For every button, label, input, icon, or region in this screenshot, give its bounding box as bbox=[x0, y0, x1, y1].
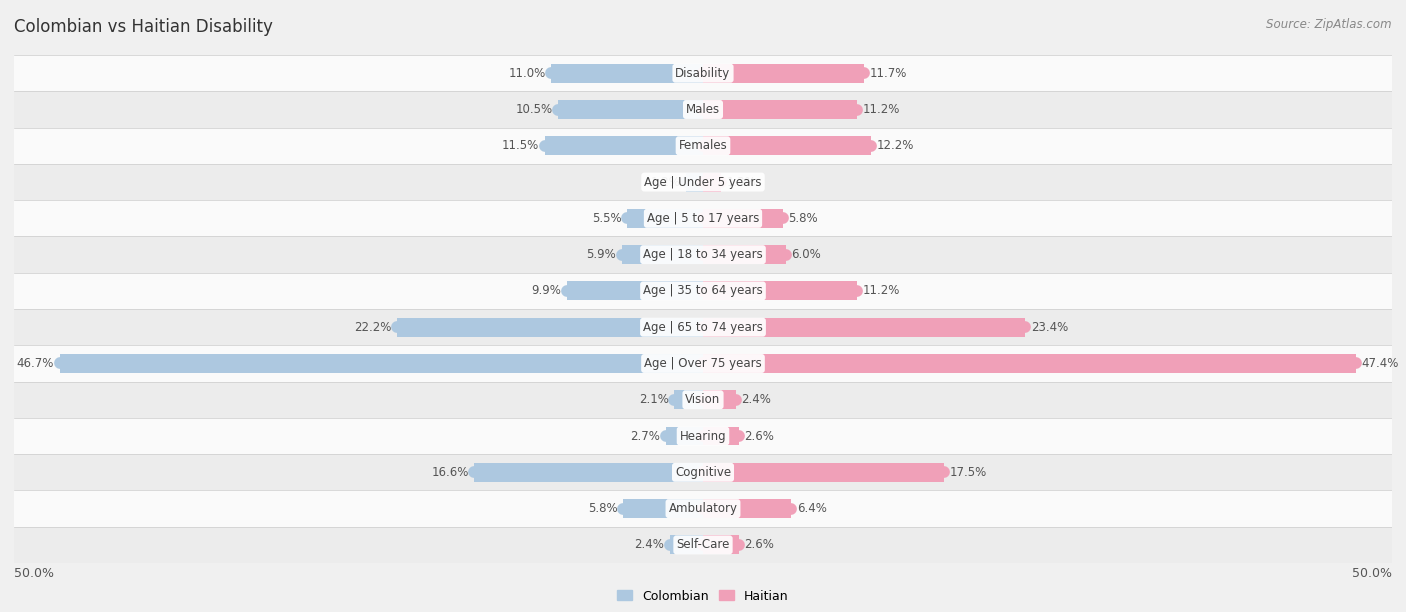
Text: 12.2%: 12.2% bbox=[876, 140, 914, 152]
Text: Females: Females bbox=[679, 140, 727, 152]
Bar bbox=[59, 354, 703, 373]
Bar bbox=[14, 527, 1392, 563]
Bar bbox=[14, 164, 1392, 200]
Text: 2.7%: 2.7% bbox=[630, 430, 661, 442]
Bar bbox=[703, 136, 872, 155]
Text: Colombian vs Haitian Disability: Colombian vs Haitian Disability bbox=[14, 18, 273, 36]
Bar bbox=[666, 427, 703, 446]
Text: 11.5%: 11.5% bbox=[502, 140, 538, 152]
Text: 50.0%: 50.0% bbox=[14, 567, 53, 580]
Text: 9.9%: 9.9% bbox=[531, 285, 561, 297]
Text: 6.4%: 6.4% bbox=[797, 502, 827, 515]
Bar bbox=[703, 245, 786, 264]
Bar bbox=[703, 100, 858, 119]
Text: 1.3%: 1.3% bbox=[727, 176, 756, 188]
Text: 11.2%: 11.2% bbox=[863, 103, 900, 116]
Bar bbox=[673, 390, 703, 409]
Bar bbox=[551, 64, 703, 83]
Text: Hearing: Hearing bbox=[679, 430, 727, 442]
Text: Age | 35 to 64 years: Age | 35 to 64 years bbox=[643, 285, 763, 297]
Text: 1.2%: 1.2% bbox=[651, 176, 681, 188]
Bar bbox=[14, 309, 1392, 345]
Text: Cognitive: Cognitive bbox=[675, 466, 731, 479]
Text: 5.9%: 5.9% bbox=[586, 248, 616, 261]
Text: 50.0%: 50.0% bbox=[1353, 567, 1392, 580]
Bar bbox=[558, 100, 703, 119]
Bar bbox=[14, 91, 1392, 128]
Bar bbox=[14, 345, 1392, 382]
Text: 11.7%: 11.7% bbox=[870, 67, 907, 80]
Text: 23.4%: 23.4% bbox=[1031, 321, 1069, 334]
Bar bbox=[567, 282, 703, 300]
Text: 17.5%: 17.5% bbox=[949, 466, 987, 479]
Text: Self-Care: Self-Care bbox=[676, 539, 730, 551]
Text: 2.6%: 2.6% bbox=[744, 430, 775, 442]
Bar bbox=[621, 245, 703, 264]
Bar bbox=[703, 536, 738, 554]
Text: 11.2%: 11.2% bbox=[863, 285, 900, 297]
Bar bbox=[703, 318, 1025, 337]
Bar bbox=[396, 318, 703, 337]
Legend: Colombian, Haitian: Colombian, Haitian bbox=[613, 584, 793, 608]
Text: 10.5%: 10.5% bbox=[516, 103, 553, 116]
Text: Age | Over 75 years: Age | Over 75 years bbox=[644, 357, 762, 370]
Bar bbox=[703, 282, 858, 300]
Text: 22.2%: 22.2% bbox=[354, 321, 392, 334]
Text: Source: ZipAtlas.com: Source: ZipAtlas.com bbox=[1267, 18, 1392, 31]
Bar bbox=[14, 236, 1392, 273]
Text: Vision: Vision bbox=[685, 394, 721, 406]
Bar bbox=[14, 200, 1392, 236]
Text: 11.0%: 11.0% bbox=[509, 67, 546, 80]
Text: Age | Under 5 years: Age | Under 5 years bbox=[644, 176, 762, 188]
Bar bbox=[544, 136, 703, 155]
Bar bbox=[703, 390, 737, 409]
Text: 46.7%: 46.7% bbox=[17, 357, 53, 370]
Bar bbox=[14, 128, 1392, 164]
Bar bbox=[703, 209, 783, 228]
Text: Disability: Disability bbox=[675, 67, 731, 80]
Bar bbox=[14, 490, 1392, 527]
Bar bbox=[14, 55, 1392, 91]
Text: 2.4%: 2.4% bbox=[741, 394, 772, 406]
Text: 2.1%: 2.1% bbox=[638, 394, 669, 406]
Text: 16.6%: 16.6% bbox=[432, 466, 468, 479]
Bar bbox=[703, 427, 738, 446]
Text: 5.8%: 5.8% bbox=[588, 502, 617, 515]
Text: 2.6%: 2.6% bbox=[744, 539, 775, 551]
Text: Age | 65 to 74 years: Age | 65 to 74 years bbox=[643, 321, 763, 334]
Text: Ambulatory: Ambulatory bbox=[668, 502, 738, 515]
Bar bbox=[623, 499, 703, 518]
Bar bbox=[703, 64, 865, 83]
Text: Males: Males bbox=[686, 103, 720, 116]
Bar bbox=[703, 354, 1357, 373]
Text: 5.8%: 5.8% bbox=[789, 212, 818, 225]
Bar bbox=[14, 454, 1392, 490]
Bar bbox=[14, 382, 1392, 418]
Text: 2.4%: 2.4% bbox=[634, 539, 665, 551]
Bar bbox=[703, 173, 721, 192]
Text: Age | 5 to 17 years: Age | 5 to 17 years bbox=[647, 212, 759, 225]
Bar bbox=[703, 463, 945, 482]
Text: 5.5%: 5.5% bbox=[592, 212, 621, 225]
Bar bbox=[703, 499, 792, 518]
Bar bbox=[14, 418, 1392, 454]
Text: 6.0%: 6.0% bbox=[792, 248, 821, 261]
Bar bbox=[627, 209, 703, 228]
Bar bbox=[686, 173, 703, 192]
Bar bbox=[669, 536, 703, 554]
Text: Age | 18 to 34 years: Age | 18 to 34 years bbox=[643, 248, 763, 261]
Bar bbox=[14, 273, 1392, 309]
Bar bbox=[474, 463, 703, 482]
Text: 47.4%: 47.4% bbox=[1361, 357, 1399, 370]
